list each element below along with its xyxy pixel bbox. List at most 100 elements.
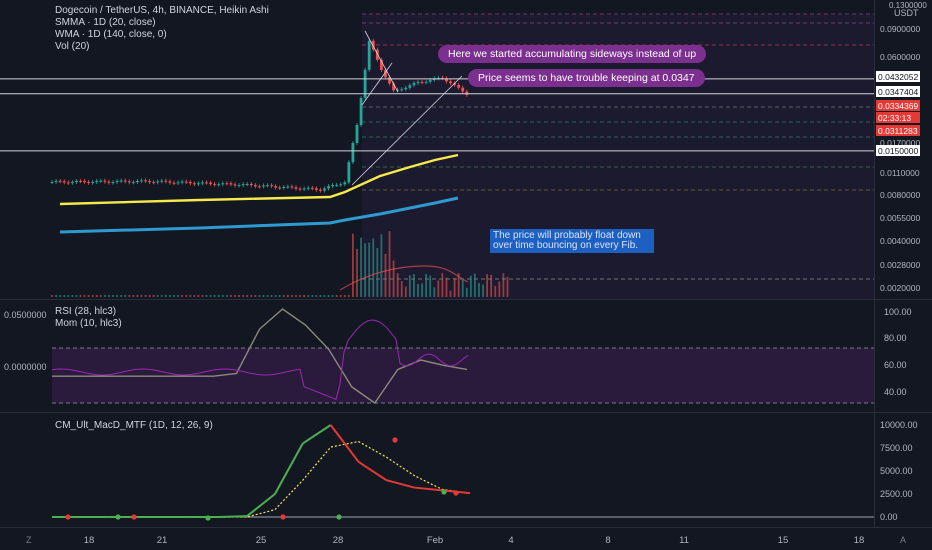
time-tick-8: 15 <box>778 535 789 546</box>
annotation-bubble-sideways[interactable]: Here we started accumulating sideways in… <box>438 45 707 63</box>
volume-bar <box>79 295 82 297</box>
volume-bar <box>197 295 200 297</box>
price-tick-6: 0.0055000 <box>880 213 920 223</box>
price-labels: 0.0432052 0.0347404 0.0334369 02:33:13 0.031… <box>876 71 920 156</box>
annotation-bubble-0347[interactable]: Price seems to have trouble keeping at 0… <box>468 69 705 87</box>
candle-body <box>445 78 448 82</box>
candle-body <box>237 185 241 187</box>
macd-cross-dot <box>392 437 398 443</box>
candle-body <box>286 186 290 188</box>
volume-bar <box>140 295 143 297</box>
macd-legend[interactable]: CM_Ult_MacD_MTF (1D, 12, 26, 9) <box>55 420 213 431</box>
volume-bar <box>156 295 159 297</box>
candle-body <box>384 69 387 78</box>
candle-body <box>197 183 200 185</box>
candle-body <box>302 188 306 190</box>
time-axis[interactable]: 18 21 25 28 Feb 4 8 11 15 18 <box>84 535 865 546</box>
volume-bar <box>490 274 493 297</box>
volume-bar <box>291 295 293 297</box>
price-label-1: 0.0347404 <box>878 87 918 97</box>
trend-line-up-1 <box>361 62 393 106</box>
candle-body <box>136 180 139 183</box>
candle-body <box>327 186 330 189</box>
candle-body <box>192 183 196 185</box>
time-tick-0: 18 <box>84 535 95 546</box>
volume-bar <box>384 254 387 297</box>
volume-bar <box>63 295 66 297</box>
candle-body <box>465 91 469 95</box>
volume-ma-line <box>339 265 469 291</box>
price-label-3: 02:33:13 <box>878 113 911 123</box>
annotation-note-fib[interactable]: The price will probably float down over … <box>490 229 654 253</box>
volume-bar <box>91 295 94 297</box>
price-label-bg-1 <box>876 86 920 97</box>
volume-bar <box>494 286 497 297</box>
candle-body <box>123 180 127 182</box>
time-tick-9: 18 <box>854 535 865 546</box>
candle-body <box>323 188 326 191</box>
candle-body <box>262 185 265 187</box>
volume-bar <box>160 295 163 297</box>
macd-cross-dot <box>453 490 459 496</box>
price-label-0: 0.0432052 <box>878 72 918 82</box>
macd-segment <box>357 460 387 482</box>
time-tick-4: Feb <box>427 535 443 546</box>
candle-body <box>127 181 131 183</box>
price-label-bg-3 <box>876 112 920 123</box>
volume-bar <box>116 295 118 297</box>
smma-legend[interactable]: SMMA · 1D (20, close) <box>55 17 156 28</box>
volume-bar <box>413 274 415 297</box>
candle-body <box>436 77 440 79</box>
macd-segment <box>274 442 304 495</box>
candle-body <box>274 186 278 188</box>
candle-body <box>371 40 375 50</box>
rsi-axis[interactable]: 100.00 80.00 60.00 40.00 <box>884 307 912 397</box>
candle-body <box>156 181 160 183</box>
candle-body <box>119 180 123 182</box>
candle-body <box>201 182 204 184</box>
price-label-bg-4 <box>876 125 920 136</box>
candle-body <box>375 49 379 60</box>
macd-axis[interactable]: 10000.00 7500.00 5000.00 2500.00 0.00 <box>880 420 918 522</box>
rsi-legend[interactable]: RSI (28, hlc3) <box>55 306 117 317</box>
volume-bar <box>225 295 228 297</box>
volume-bar <box>185 295 188 297</box>
candle-body <box>331 184 334 187</box>
volume-bar <box>461 280 464 297</box>
candle-body <box>184 181 188 183</box>
volume-bar <box>173 295 175 297</box>
volume-bar <box>425 273 428 297</box>
volume-bar <box>299 295 301 297</box>
macd-cross-dot <box>441 489 447 495</box>
wma-legend[interactable]: WMA · 1D (140, close, 0) <box>55 29 167 40</box>
price-tick-9: 0.0020000 <box>880 283 920 293</box>
price-tick-7: 0.0040000 <box>880 236 920 246</box>
macd-cross-dot <box>280 514 286 520</box>
chart-title: Dogecoin / TetherUS, 4h, BINANCE, Heikin… <box>55 5 269 16</box>
volume-bar <box>128 295 131 297</box>
currency-label[interactable]: USDT <box>894 8 919 18</box>
auto-scale-button[interactable]: A <box>900 535 907 545</box>
candle-body <box>400 89 404 91</box>
mom-legend[interactable]: Mom (10, hlc3) <box>55 318 122 329</box>
vol-legend[interactable]: Vol (20) <box>55 41 90 52</box>
volume-bar <box>193 295 196 297</box>
volume-bar <box>282 295 285 297</box>
price-label-5: 0.0150000 <box>878 146 918 156</box>
candle-body <box>176 182 180 184</box>
candle-body <box>225 183 229 185</box>
candle-body <box>229 183 233 185</box>
macd-tick-4: 0.00 <box>880 512 898 522</box>
candle-body <box>221 183 225 185</box>
mom-axis[interactable]: 0.0500000 0.0000000 <box>4 310 47 372</box>
candle-body <box>241 184 245 186</box>
candle-body <box>253 185 257 187</box>
volume-bar <box>453 277 456 297</box>
price-axis[interactable]: 0.0900000 0.0600000 0.0170000 0.0110000 0.00… <box>880 24 920 293</box>
volume-bar <box>112 295 114 297</box>
price-tick-5: 0.0080000 <box>880 190 920 200</box>
price-label-bg-5 <box>876 145 920 156</box>
zoom-icon[interactable]: Z <box>26 535 32 545</box>
candle-body <box>70 182 74 184</box>
